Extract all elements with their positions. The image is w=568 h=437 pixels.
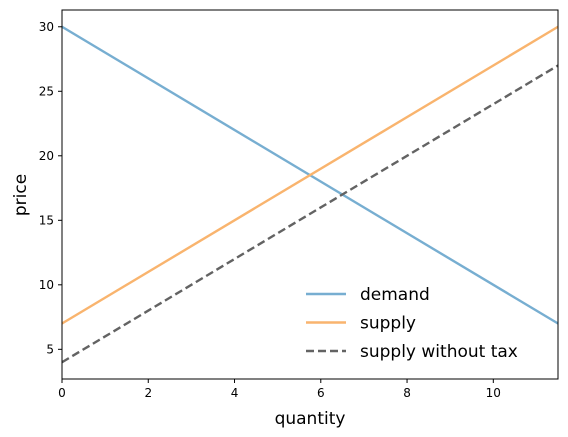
legend-label-supply-without-tax: supply without tax: [360, 342, 518, 362]
legend-label-demand: demand: [360, 285, 430, 305]
x-tick-label: 0: [58, 386, 66, 400]
y-tick-label: 5: [46, 342, 54, 356]
y-tick-label: 15: [39, 213, 54, 227]
series-line-supply-without-tax: [61, 64, 559, 364]
y-tick-label: 25: [39, 84, 54, 98]
legend-label-supply: supply: [360, 314, 416, 334]
series-lines: [61, 25, 559, 364]
x-tick-label: 4: [231, 386, 239, 400]
x-tick-label: 6: [317, 386, 325, 400]
y-tick-label: 30: [39, 20, 54, 34]
y-axis-label: price: [11, 174, 31, 216]
x-tick-label: 8: [403, 386, 411, 400]
x-axis-ticks: 0 2 4 6 8 10: [58, 379, 501, 400]
series-line-supply: [61, 25, 559, 325]
x-tick-label: 2: [144, 386, 152, 400]
y-tick-label: 10: [39, 278, 54, 292]
plot-frame: [61, 9, 559, 380]
legend: demand supply supply without tax: [306, 285, 518, 362]
y-axis-ticks: 5 10 15 20 25 30: [39, 20, 62, 356]
y-tick-label: 20: [39, 149, 54, 163]
x-axis-label: quantity: [275, 409, 346, 429]
x-tick-label: 10: [486, 386, 501, 400]
